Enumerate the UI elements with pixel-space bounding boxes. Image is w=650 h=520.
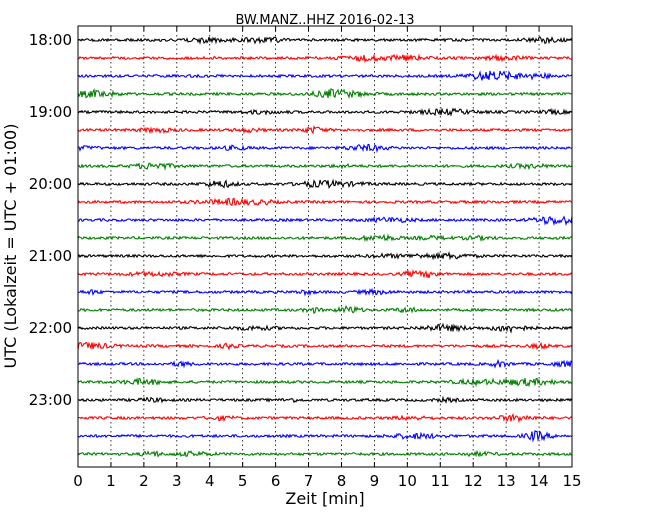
seismic-trace [77, 250, 573, 261]
x-tick-label: 10 [398, 472, 417, 490]
traces [77, 36, 573, 458]
x-tick-label: 14 [530, 472, 549, 490]
seismic-trace [77, 269, 573, 279]
plot-frame [77, 25, 573, 468]
seismic-trace [77, 53, 573, 64]
seismic-trace [77, 322, 573, 334]
y-tick-label: 19:00 [29, 103, 72, 121]
x-tick-label: 15 [562, 472, 581, 490]
seismic-trace [77, 304, 573, 315]
seismic-trace [77, 430, 573, 443]
x-tick-label: 9 [370, 472, 380, 490]
seismic-trace [77, 449, 573, 458]
seismic-trace [77, 395, 573, 404]
x-axis-label: Zeit [min] [285, 489, 364, 508]
seismic-trace [77, 70, 573, 81]
x-tick-label: 0 [73, 472, 83, 490]
x-tick-label: 1 [106, 472, 116, 490]
x-gridlines [110, 26, 540, 467]
seismic-trace [77, 143, 573, 154]
x-tick-label: 8 [337, 472, 347, 490]
seismic-trace [77, 215, 573, 227]
seismic-trace [77, 107, 573, 117]
seismic-trace [77, 162, 573, 171]
seismic-trace [77, 88, 573, 99]
y-tick-label: 20:00 [29, 175, 72, 193]
chart-title: BW.MANZ..HHZ 2016-02-13 [235, 13, 414, 28]
x-tick-label: 4 [205, 472, 215, 490]
x-tick-label: 3 [172, 472, 182, 490]
y-axis-ticks: 18:00 19:00 20:00 21:00 22:00 23:00 [29, 31, 572, 409]
seismic-trace [77, 36, 573, 45]
seismic-trace [77, 341, 573, 351]
x-axis-ticks: 0 1 2 3 4 5 6 7 8 9 10 11 12 13 14 15 [73, 26, 582, 490]
seismic-trace [77, 377, 573, 388]
seismic-trace [77, 197, 573, 207]
x-tick-label: 13 [497, 472, 516, 490]
x-tick-label: 7 [304, 472, 314, 490]
seismic-trace [77, 413, 573, 424]
y-tick-label: 18:00 [29, 31, 72, 49]
seismic-trace [77, 287, 573, 297]
x-tick-label: 2 [139, 472, 149, 490]
y-tick-label: 23:00 [29, 391, 72, 409]
seismic-trace [77, 178, 573, 189]
y-tick-label: 22:00 [29, 319, 72, 337]
y-tick-label: 21:00 [29, 247, 72, 265]
x-tick-label: 12 [464, 472, 483, 490]
y-axis-label: UTC (Lokalzeit = UTC + 01:00) [1, 124, 20, 369]
seismic-trace [77, 358, 573, 369]
seismic-trace [77, 233, 573, 243]
x-tick-label: 5 [238, 472, 248, 490]
x-tick-label: 11 [431, 472, 450, 490]
seismic-trace [77, 125, 573, 135]
x-tick-label: 6 [271, 472, 281, 490]
